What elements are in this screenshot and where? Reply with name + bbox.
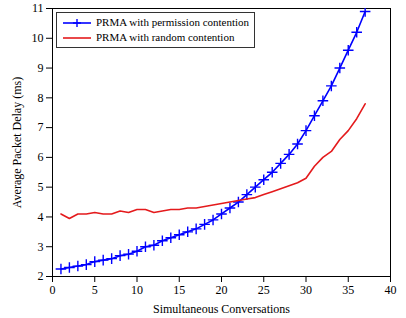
svg-text:9: 9 (38, 61, 44, 75)
svg-text:11: 11 (32, 1, 44, 15)
svg-text:10: 10 (131, 283, 143, 297)
svg-text:20: 20 (216, 283, 228, 297)
svg-text:6: 6 (38, 150, 44, 164)
svg-text:8: 8 (38, 91, 44, 105)
svg-text:25: 25 (258, 283, 270, 297)
svg-text:4: 4 (38, 210, 44, 224)
svg-text:3: 3 (38, 240, 44, 254)
svg-text:35: 35 (342, 283, 354, 297)
html-text:PRMA with permission contentio: PRMA with permission contention (96, 16, 250, 28)
svg-text:5: 5 (38, 180, 44, 194)
svg-text:40: 40 (385, 283, 397, 297)
svg-text:Simultaneous Conversations: Simultaneous Conversations (153, 302, 290, 316)
svg-text:10: 10 (32, 31, 44, 45)
svg-text:Average Packet Delay (ms): Average Packet Delay (ms) (10, 77, 24, 208)
svg-text:5: 5 (92, 283, 98, 297)
svg-text:30: 30 (300, 283, 312, 297)
html-text:PRMA with random contention: PRMA with random contention (96, 31, 235, 43)
svg-text:7: 7 (38, 120, 44, 134)
svg-text:2: 2 (38, 269, 44, 283)
svg-text:0: 0 (50, 283, 56, 297)
svg-text:15: 15 (173, 283, 185, 297)
